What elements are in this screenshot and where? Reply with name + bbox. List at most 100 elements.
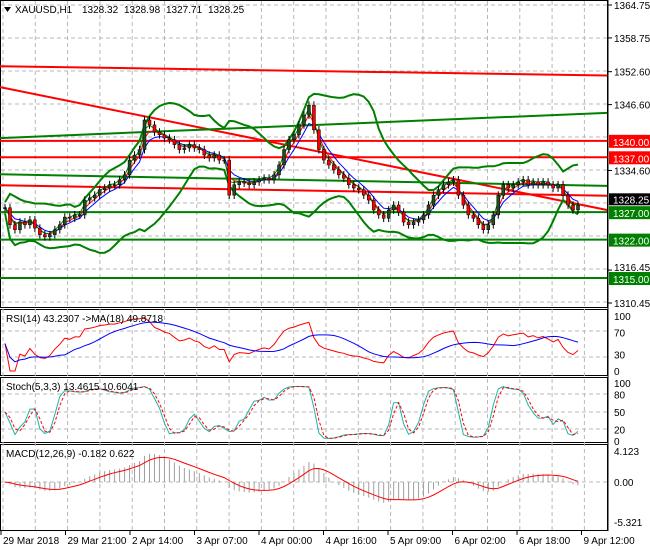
bear-candle — [192, 144, 197, 149]
rsi-label: RSI(14) 43.2307 ->MA(18) 49.8718 — [6, 314, 163, 325]
rsi-ma-line — [4, 321, 579, 363]
support-trendline — [0, 173, 608, 187]
bull-candle — [516, 181, 520, 185]
bull-candle — [421, 214, 426, 221]
bear-candle — [357, 187, 361, 190]
bull-candle — [237, 181, 241, 185]
bear-candle — [476, 217, 481, 226]
bear-candle — [172, 139, 177, 145]
bull-candle — [486, 224, 491, 230]
time-tick-label: 4 Apr 16:00 — [326, 536, 378, 547]
bull-candle — [531, 181, 535, 185]
bull-candle — [53, 229, 57, 235]
bull-candle — [297, 124, 301, 136]
bear-candle — [152, 124, 157, 133]
level-price-tag — [609, 272, 650, 286]
bear-candle — [327, 159, 331, 166]
chart-header: XAUUSD,H1 1328.32 1328.98 1327.71 1328.2… — [4, 5, 245, 16]
indicator-tick-label: 80 — [614, 391, 626, 402]
bear-candle — [147, 119, 152, 126]
dropdown-triangle-icon[interactable] — [4, 7, 11, 12]
bear-candle — [312, 104, 316, 131]
bull-candle — [102, 187, 107, 190]
bear-candle — [481, 224, 486, 230]
bull-candle — [496, 194, 501, 216]
indicator-tick-label: 100 — [614, 312, 631, 323]
bull-candle — [212, 154, 217, 159]
bull-candle — [302, 114, 306, 126]
macd-label: MACD(12,26,9) -0.182 0.622 — [6, 449, 135, 460]
bull-candle — [307, 104, 311, 116]
symbol-label: XAUUSD,H1 — [15, 5, 73, 16]
bull-candle — [97, 189, 102, 196]
bull-candle — [122, 174, 127, 181]
bull-candle — [431, 194, 436, 206]
bull-candle — [446, 181, 451, 185]
indicator-tick-label: 0.00 — [614, 478, 634, 489]
rsi-line — [4, 316, 579, 372]
bear-candle — [456, 179, 461, 196]
bull-candle — [277, 164, 281, 176]
bear-candle — [461, 194, 466, 206]
bull-candle — [436, 189, 441, 196]
bear-candle — [167, 137, 172, 140]
bear-candle — [526, 179, 530, 185]
bear-candle — [536, 181, 540, 185]
bollinger-lower — [4, 165, 579, 254]
bull-candle — [451, 179, 456, 183]
bull-candle — [272, 174, 276, 181]
bear-candle — [217, 154, 222, 161]
rsi-lines — [4, 316, 579, 372]
bear-candle — [506, 184, 510, 189]
bull-candle — [441, 184, 446, 190]
indicator-tick-label: 30 — [614, 351, 626, 362]
bear-candle — [571, 204, 575, 211]
price-tick-label: 1310.45 — [614, 299, 650, 310]
bear-candle — [207, 154, 212, 159]
bull-candle — [541, 181, 545, 185]
bull-candle — [18, 221, 22, 230]
time-tick-label: 29 Mar 2018 — [3, 536, 60, 547]
resistance-trendline — [0, 86, 608, 211]
bull-candle — [252, 181, 256, 185]
bull-candle — [292, 134, 296, 140]
price-tick-label: 1358.75 — [614, 34, 650, 45]
bull-candle — [576, 205, 580, 211]
bear-candle — [342, 174, 346, 179]
bull-candle — [262, 177, 266, 181]
bear-candle — [23, 221, 27, 226]
bull-candle — [187, 144, 192, 149]
indicator-tick-label: 20 — [614, 425, 626, 436]
bear-candle — [401, 211, 406, 223]
time-tick-label: 6 Apr 02:00 — [455, 536, 507, 547]
bear-candle — [332, 164, 336, 171]
indicator-tick-label: 0 — [614, 367, 620, 378]
bull-candle — [3, 207, 7, 210]
level-price-label: 1322.00 — [613, 237, 650, 248]
bull-candle — [63, 216, 67, 226]
current-price-tag — [609, 193, 650, 206]
bull-candle — [58, 224, 62, 230]
bull-candle — [511, 184, 515, 189]
bear-candle — [267, 177, 271, 181]
time-tick-label: 4 Apr 00:00 — [261, 536, 313, 547]
level-price-label: 1315.00 — [613, 275, 650, 286]
time-tick-label: 6 Apr 18:00 — [519, 536, 571, 547]
bear-candle — [202, 149, 207, 156]
time-tick-label: 29 Mar 21:00 — [68, 536, 127, 547]
bollinger-upper — [4, 92, 579, 208]
bull-candle — [48, 234, 52, 238]
bull-candle — [112, 184, 117, 186]
bull-candle — [411, 221, 416, 226]
level-price-label: 1327.00 — [613, 209, 650, 220]
bollinger-bands — [4, 92, 579, 254]
bear-candle — [227, 159, 231, 196]
open-value: 1328.32 — [82, 5, 119, 16]
bear-candle — [352, 184, 356, 189]
current-price-label: 1328.25 — [613, 195, 650, 206]
bull-candle — [282, 149, 286, 166]
stoch-label: Stoch(5,3,3) 13.4615 10.6041 — [6, 382, 139, 393]
bull-candle — [287, 139, 291, 150]
bull-candle — [232, 184, 236, 196]
